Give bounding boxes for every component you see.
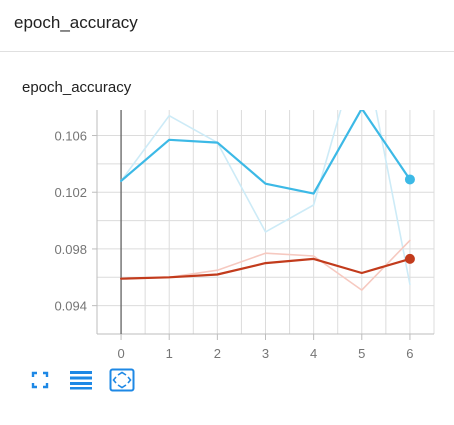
header: epoch_accuracy bbox=[0, 0, 454, 52]
tick-labels: 0 1 2 3 4 5 6 0.094 0.098 0.102 0.106 bbox=[54, 129, 413, 361]
series-end-marker-0 bbox=[404, 174, 415, 185]
smoothed-series-line-0 bbox=[119, 110, 411, 195]
markers bbox=[404, 174, 415, 264]
axes bbox=[92, 110, 434, 340]
toggle-log-button[interactable] bbox=[69, 368, 93, 392]
series-area bbox=[119, 110, 411, 291]
x-tick-label: 0 bbox=[117, 346, 124, 361]
x-tick-label: 3 bbox=[262, 346, 269, 361]
fullscreen-button[interactable] bbox=[28, 368, 52, 392]
fit-domain-button[interactable] bbox=[108, 368, 136, 392]
grid bbox=[96, 110, 435, 335]
fullscreen-icon bbox=[31, 371, 49, 389]
y-tick-label: 0.098 bbox=[54, 242, 87, 257]
series-end-marker-2 bbox=[404, 253, 415, 264]
page-title: epoch_accuracy bbox=[14, 13, 138, 32]
x-tick-label: 4 bbox=[310, 346, 317, 361]
x-tick-label: 5 bbox=[358, 346, 365, 361]
smoothed-series-line-2 bbox=[119, 257, 411, 280]
y-tick-label: 0.094 bbox=[54, 299, 87, 314]
fit-domain-icon bbox=[109, 368, 135, 392]
y-tick-label: 0.106 bbox=[54, 129, 87, 144]
x-tick-label: 2 bbox=[214, 346, 221, 361]
x-tick-label: 6 bbox=[406, 346, 413, 361]
card-title: epoch_accuracy bbox=[22, 79, 132, 96]
raw-series-line-1 bbox=[120, 110, 411, 286]
toggle-log-icon bbox=[70, 371, 92, 390]
y-tick-label: 0.102 bbox=[54, 185, 87, 200]
x-tick-label: 1 bbox=[166, 346, 173, 361]
